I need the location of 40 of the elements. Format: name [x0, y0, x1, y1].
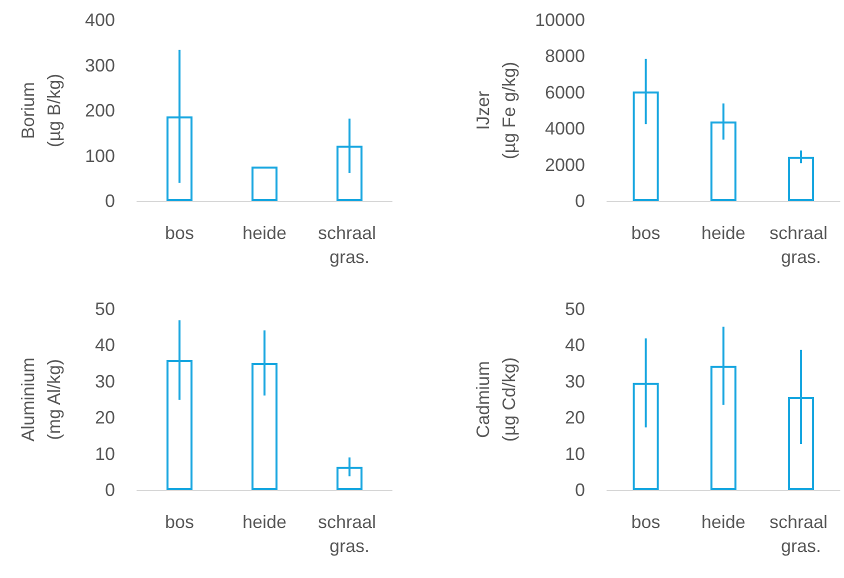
y-tick-label: 0: [574, 191, 585, 211]
y-tick-label: 0: [574, 480, 585, 500]
y-tick-label: 0: [104, 191, 115, 211]
bar: [252, 166, 278, 201]
x-tick-label: schraal gras.: [770, 223, 833, 267]
x-tick-label: bos: [164, 512, 194, 532]
y-tick-label: 8000: [544, 46, 585, 66]
y-tick-label: 30: [94, 371, 115, 392]
y-tick-label: 40: [94, 335, 115, 356]
y-tick-label: 4000: [544, 118, 585, 139]
x-tick-label: heide: [701, 512, 746, 532]
y-tick-label: 20: [94, 408, 115, 428]
x-tick-label: heide: [242, 512, 287, 532]
y-tick-label: 50: [564, 299, 585, 319]
y-tick-label: 2000: [544, 154, 585, 175]
y-tick-label: 20: [564, 408, 585, 428]
y-tick-label: 50: [94, 299, 115, 319]
y-axis-title: Cadmium (µg Cd/kg): [473, 357, 519, 442]
x-tick-label: schraal gras.: [318, 223, 382, 267]
y-axis-title: IJzer (µg Fe g/kg): [473, 62, 519, 160]
y-tick-label: 10000: [534, 10, 585, 30]
x-tick-label: heide: [242, 223, 287, 243]
x-tick-label: schraal gras.: [770, 512, 833, 556]
y-tick-label: 300: [84, 55, 115, 76]
y-tick-label: 10: [94, 444, 115, 464]
x-tick-label: bos: [631, 223, 660, 243]
x-tick-label: heide: [701, 223, 746, 243]
x-tick-label: schraal gras.: [318, 512, 382, 556]
y-axis-title: Borium (µg B/kg): [18, 74, 64, 148]
y-tick-label: 200: [84, 100, 115, 120]
y-tick-label: 30: [564, 371, 585, 392]
x-tick-label: bos: [631, 512, 660, 532]
y-axis-title: Aluminium (mg Al/kg): [18, 357, 64, 442]
y-tick-label: 0: [104, 480, 115, 500]
y-tick-label: 6000: [544, 82, 585, 102]
y-tick-label: 40: [564, 335, 585, 356]
y-tick-label: 400: [84, 10, 115, 30]
y-tick-label: 10: [564, 444, 585, 464]
y-tick-label: 100: [84, 146, 115, 166]
x-tick-label: bos: [164, 223, 194, 243]
